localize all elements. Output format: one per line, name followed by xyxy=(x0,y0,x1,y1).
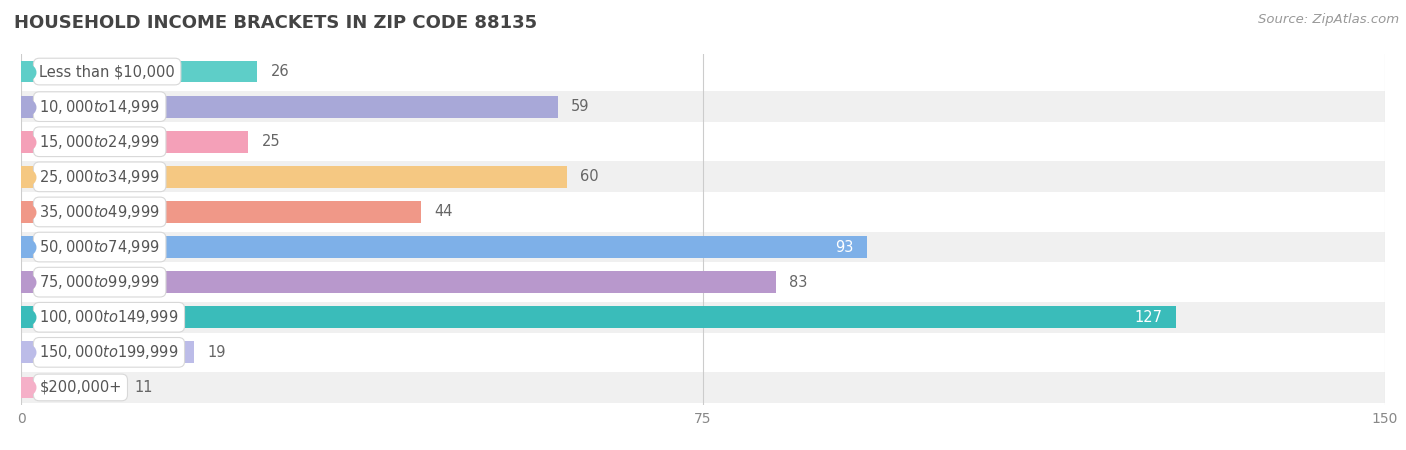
Bar xyxy=(21,201,422,223)
Point xyxy=(17,68,39,75)
Point xyxy=(17,138,39,145)
Bar xyxy=(21,131,249,153)
Point xyxy=(17,243,39,251)
Text: 19: 19 xyxy=(208,345,226,360)
Bar xyxy=(21,126,1385,157)
Text: 93: 93 xyxy=(835,239,853,255)
Text: $75,000 to $99,999: $75,000 to $99,999 xyxy=(39,273,160,291)
Point xyxy=(17,103,39,110)
Bar xyxy=(21,306,1175,328)
Text: $10,000 to $14,999: $10,000 to $14,999 xyxy=(39,98,160,116)
Bar xyxy=(21,267,1385,297)
Point xyxy=(17,208,39,216)
Bar xyxy=(21,271,776,293)
Bar xyxy=(21,236,866,258)
Text: 127: 127 xyxy=(1135,310,1163,325)
Text: $25,000 to $34,999: $25,000 to $34,999 xyxy=(39,168,160,186)
Text: 44: 44 xyxy=(434,204,453,220)
Bar xyxy=(21,337,1385,368)
Text: $100,000 to $149,999: $100,000 to $149,999 xyxy=(39,308,179,326)
Bar xyxy=(21,377,121,398)
Text: Source: ZipAtlas.com: Source: ZipAtlas.com xyxy=(1258,14,1399,27)
Bar xyxy=(21,342,194,363)
Bar xyxy=(21,96,558,117)
Point xyxy=(17,349,39,356)
Bar xyxy=(21,91,1385,122)
Bar xyxy=(21,61,257,82)
Point xyxy=(17,279,39,286)
Bar xyxy=(21,372,1385,403)
Text: $150,000 to $199,999: $150,000 to $199,999 xyxy=(39,343,179,361)
Point xyxy=(17,384,39,391)
Text: 59: 59 xyxy=(571,99,589,114)
Bar xyxy=(21,56,1385,87)
Text: $200,000+: $200,000+ xyxy=(39,380,122,395)
Text: Less than $10,000: Less than $10,000 xyxy=(39,64,174,79)
Text: 11: 11 xyxy=(135,380,153,395)
Text: $15,000 to $24,999: $15,000 to $24,999 xyxy=(39,133,160,151)
Bar xyxy=(21,302,1385,333)
Text: $50,000 to $74,999: $50,000 to $74,999 xyxy=(39,238,160,256)
Text: HOUSEHOLD INCOME BRACKETS IN ZIP CODE 88135: HOUSEHOLD INCOME BRACKETS IN ZIP CODE 88… xyxy=(14,14,537,32)
Bar xyxy=(21,197,1385,227)
Bar xyxy=(21,166,567,188)
Text: 60: 60 xyxy=(581,169,599,184)
Text: 25: 25 xyxy=(262,134,281,149)
Bar xyxy=(21,232,1385,262)
Text: $35,000 to $49,999: $35,000 to $49,999 xyxy=(39,203,160,221)
Bar xyxy=(21,162,1385,192)
Point xyxy=(17,314,39,321)
Text: 83: 83 xyxy=(789,274,808,290)
Text: 26: 26 xyxy=(271,64,290,79)
Point xyxy=(17,173,39,180)
